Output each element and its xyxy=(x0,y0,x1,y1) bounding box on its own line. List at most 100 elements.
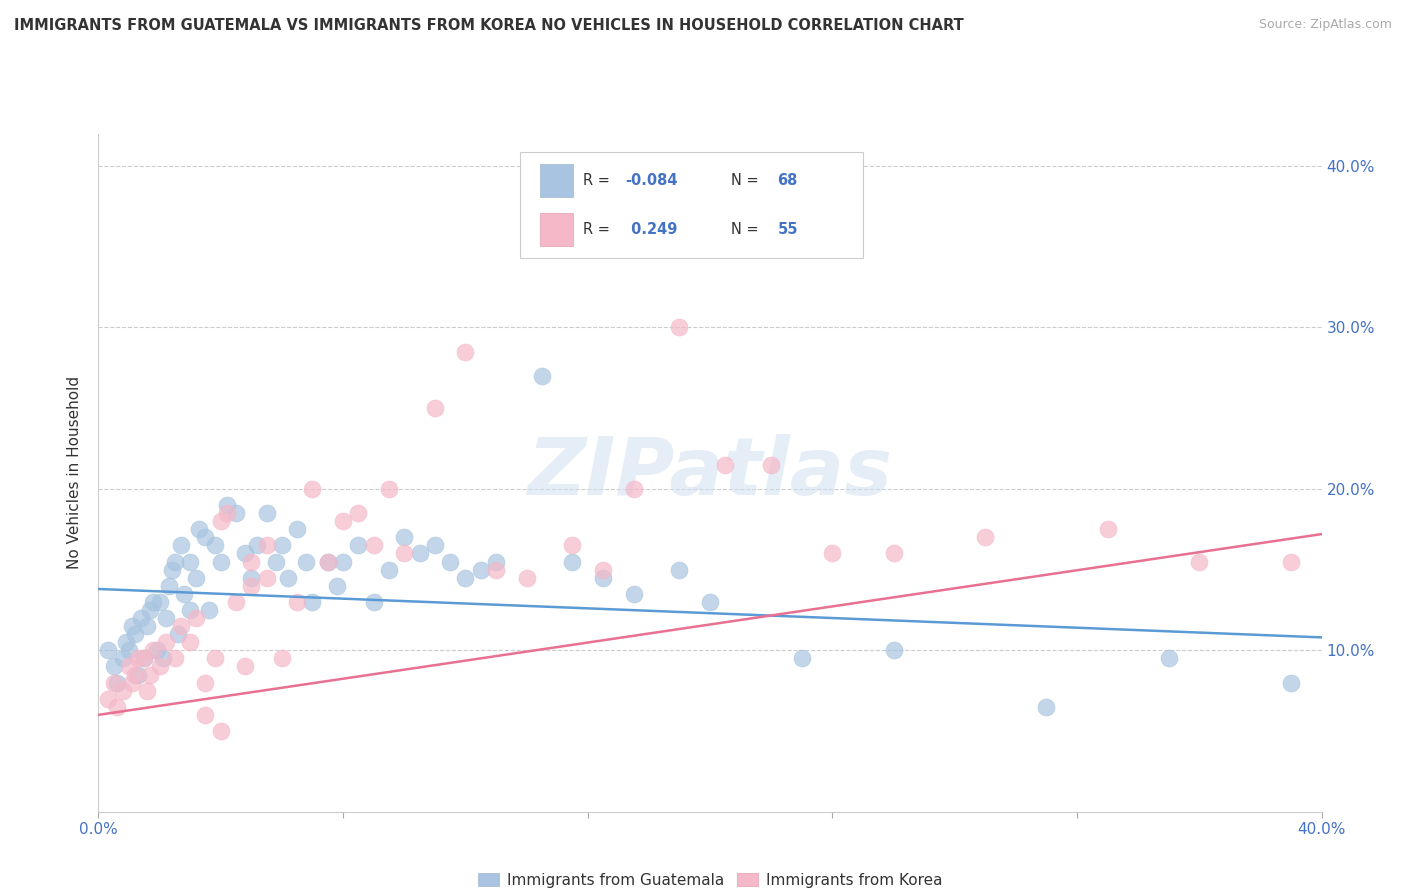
Point xyxy=(136,619,159,633)
Point xyxy=(118,643,141,657)
Point xyxy=(142,643,165,657)
Point xyxy=(157,579,180,593)
Point xyxy=(974,530,997,544)
Text: Source: ZipAtlas.com: Source: ZipAtlas.com xyxy=(1258,18,1392,31)
Point xyxy=(378,563,401,577)
Point xyxy=(423,401,446,416)
Point xyxy=(179,635,201,649)
Point xyxy=(179,603,201,617)
Point xyxy=(295,555,318,569)
Point xyxy=(316,555,339,569)
Point xyxy=(139,667,162,681)
Point xyxy=(332,555,354,569)
Point xyxy=(209,514,232,528)
Point xyxy=(121,619,143,633)
Point xyxy=(136,683,159,698)
Point xyxy=(485,563,508,577)
Point xyxy=(188,522,211,536)
Point xyxy=(392,530,416,544)
Point xyxy=(285,595,308,609)
Y-axis label: No Vehicles in Household: No Vehicles in Household xyxy=(67,376,83,569)
Point xyxy=(173,587,195,601)
Point xyxy=(240,571,263,585)
Point xyxy=(270,651,292,665)
Point xyxy=(149,595,172,609)
Point xyxy=(124,667,146,681)
Point xyxy=(363,595,385,609)
Point xyxy=(592,571,614,585)
Point xyxy=(170,538,193,552)
Point xyxy=(209,555,232,569)
Point xyxy=(883,643,905,657)
Point xyxy=(256,571,278,585)
Point xyxy=(423,538,446,552)
Point xyxy=(408,546,430,560)
Point xyxy=(145,643,167,657)
Point xyxy=(347,538,370,552)
Point xyxy=(285,522,308,536)
Point xyxy=(378,482,401,496)
Point xyxy=(204,651,226,665)
Point xyxy=(167,627,190,641)
Point xyxy=(277,571,299,585)
Point xyxy=(103,659,125,673)
Point xyxy=(97,643,120,657)
Point xyxy=(1157,651,1180,665)
Point xyxy=(155,611,177,625)
Point xyxy=(134,651,156,665)
Point xyxy=(668,320,690,334)
Text: ZIPatlas: ZIPatlas xyxy=(527,434,893,512)
Point xyxy=(363,538,385,552)
Point xyxy=(152,651,174,665)
Point xyxy=(121,675,143,690)
Point xyxy=(246,538,269,552)
Point xyxy=(97,691,120,706)
Point xyxy=(264,555,287,569)
Point xyxy=(592,563,614,577)
Point xyxy=(530,368,553,383)
Point xyxy=(179,555,201,569)
Point xyxy=(124,627,146,641)
Point xyxy=(470,563,492,577)
Point xyxy=(1035,699,1057,714)
Point xyxy=(561,555,583,569)
Point xyxy=(155,635,177,649)
Point xyxy=(115,635,138,649)
Point xyxy=(118,659,141,673)
Point xyxy=(111,651,134,665)
Point xyxy=(233,659,256,673)
Point xyxy=(790,651,813,665)
Point xyxy=(186,611,208,625)
Point xyxy=(186,571,208,585)
Point xyxy=(439,555,461,569)
Point xyxy=(160,563,183,577)
Point xyxy=(1097,522,1119,536)
Point xyxy=(163,651,186,665)
Point xyxy=(111,683,134,698)
Point xyxy=(270,538,292,552)
Point xyxy=(623,482,645,496)
Point xyxy=(129,611,152,625)
Point xyxy=(516,571,538,585)
Point xyxy=(225,506,247,520)
Point xyxy=(105,699,128,714)
Point xyxy=(215,498,238,512)
Point xyxy=(256,506,278,520)
Point xyxy=(256,538,278,552)
Point xyxy=(215,506,238,520)
Point xyxy=(139,603,162,617)
Point xyxy=(332,514,354,528)
Point xyxy=(194,530,217,544)
Point xyxy=(134,651,156,665)
Point xyxy=(233,546,256,560)
Point xyxy=(194,675,217,690)
Point xyxy=(326,579,349,593)
Point xyxy=(347,506,370,520)
Point xyxy=(197,603,219,617)
Point xyxy=(392,546,416,560)
Point xyxy=(668,563,690,577)
Point xyxy=(149,659,172,673)
Point xyxy=(883,546,905,560)
Point xyxy=(240,579,263,593)
Text: IMMIGRANTS FROM GUATEMALA VS IMMIGRANTS FROM KOREA NO VEHICLES IN HOUSEHOLD CORR: IMMIGRANTS FROM GUATEMALA VS IMMIGRANTS … xyxy=(14,18,963,33)
